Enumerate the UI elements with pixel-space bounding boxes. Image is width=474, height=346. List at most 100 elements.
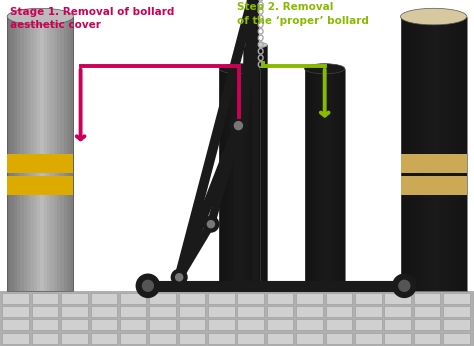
Bar: [243, 45, 245, 291]
Bar: [457, 17, 461, 291]
Bar: [325, 69, 327, 291]
Bar: [420, 17, 424, 291]
Bar: [237, 293, 264, 304]
Bar: [32, 293, 58, 304]
Bar: [327, 69, 329, 291]
Bar: [120, 293, 146, 304]
Bar: [414, 17, 418, 291]
Bar: [243, 69, 246, 291]
Bar: [437, 17, 441, 291]
Circle shape: [171, 269, 188, 286]
Bar: [267, 293, 293, 304]
Bar: [401, 17, 467, 291]
Bar: [91, 293, 117, 304]
Bar: [296, 306, 323, 317]
Bar: [61, 333, 88, 344]
Bar: [384, 333, 411, 344]
Bar: [208, 306, 235, 317]
Circle shape: [136, 273, 160, 298]
Bar: [312, 69, 315, 291]
Bar: [40, 17, 44, 291]
Bar: [254, 69, 256, 291]
Bar: [447, 17, 451, 291]
Bar: [7, 17, 73, 291]
Bar: [473, 319, 474, 330]
Bar: [219, 69, 222, 291]
Bar: [384, 319, 411, 330]
Bar: [401, 154, 467, 173]
Ellipse shape: [401, 8, 467, 25]
Bar: [424, 17, 428, 291]
Bar: [120, 306, 146, 317]
Bar: [251, 69, 254, 291]
Bar: [61, 306, 88, 317]
Bar: [244, 45, 246, 291]
Bar: [0, 291, 474, 346]
Bar: [179, 306, 205, 317]
Bar: [32, 333, 58, 344]
Circle shape: [234, 121, 243, 130]
Circle shape: [142, 280, 154, 292]
Bar: [251, 45, 253, 291]
Bar: [91, 306, 117, 317]
Bar: [249, 45, 251, 291]
Ellipse shape: [7, 8, 73, 25]
Bar: [473, 293, 474, 304]
Bar: [454, 17, 457, 291]
Bar: [208, 319, 235, 330]
Bar: [237, 69, 240, 291]
Bar: [310, 69, 313, 291]
Bar: [120, 333, 146, 344]
Bar: [266, 45, 268, 291]
Bar: [149, 319, 176, 330]
Bar: [24, 17, 27, 291]
Bar: [44, 17, 47, 291]
Circle shape: [202, 216, 219, 233]
Bar: [245, 45, 247, 291]
Bar: [236, 69, 238, 291]
Ellipse shape: [243, 42, 267, 48]
Bar: [444, 17, 447, 291]
Bar: [60, 17, 64, 291]
Bar: [149, 306, 176, 317]
Bar: [179, 293, 205, 304]
Bar: [50, 17, 54, 291]
Bar: [120, 319, 146, 330]
Bar: [246, 69, 248, 291]
Bar: [261, 45, 263, 291]
Circle shape: [175, 273, 183, 282]
Bar: [410, 17, 414, 291]
Circle shape: [398, 280, 410, 292]
Bar: [57, 17, 61, 291]
Bar: [149, 333, 176, 344]
Bar: [443, 319, 470, 330]
Bar: [328, 69, 331, 291]
Bar: [247, 45, 249, 291]
Bar: [473, 333, 474, 344]
Bar: [2, 293, 29, 304]
Bar: [326, 293, 352, 304]
Bar: [315, 69, 317, 291]
Bar: [2, 306, 29, 317]
Bar: [263, 45, 264, 291]
Bar: [256, 45, 258, 291]
Bar: [91, 319, 117, 330]
Bar: [326, 319, 352, 330]
Bar: [237, 333, 264, 344]
Bar: [333, 69, 335, 291]
Bar: [237, 306, 264, 317]
Bar: [14, 17, 18, 291]
Bar: [247, 69, 250, 291]
Bar: [417, 17, 421, 291]
Bar: [32, 319, 58, 330]
Bar: [355, 333, 382, 344]
Ellipse shape: [304, 64, 345, 74]
Bar: [267, 333, 293, 344]
Bar: [414, 333, 440, 344]
Bar: [337, 69, 339, 291]
Bar: [149, 293, 176, 304]
Bar: [355, 293, 382, 304]
Bar: [179, 319, 205, 330]
Bar: [64, 17, 67, 291]
Bar: [355, 319, 382, 330]
